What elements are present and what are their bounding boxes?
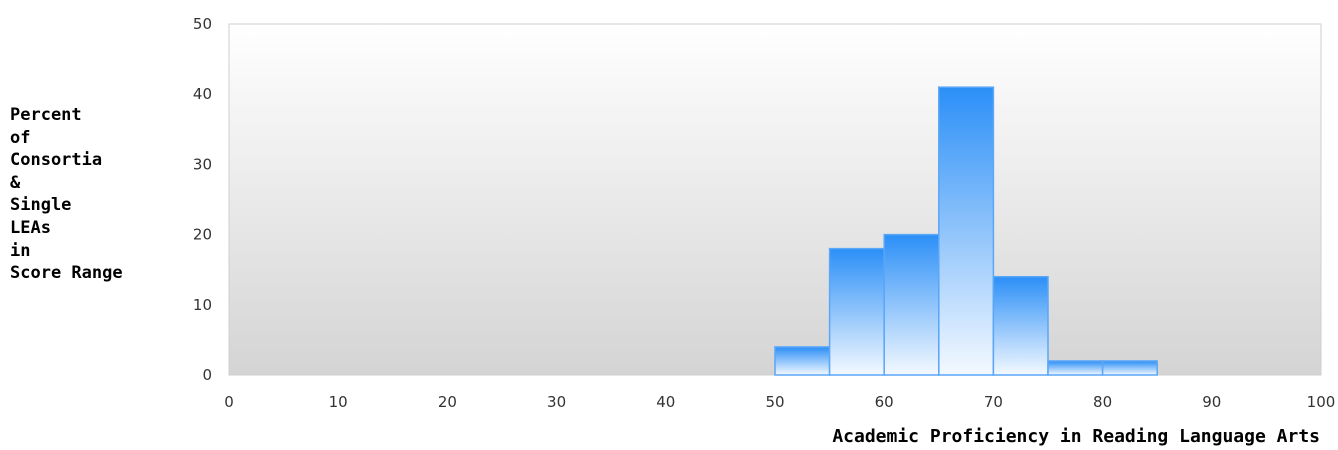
x-tick-label: 80 — [1093, 393, 1112, 411]
y-axis-label-line: of — [10, 127, 31, 148]
histogram-bar — [828, 247, 885, 376]
x-tick-label: 40 — [656, 393, 675, 411]
y-tick-label: 20 — [193, 226, 212, 244]
y-tick-label: 40 — [193, 85, 212, 103]
y-axis-label-line: Score Range — [10, 263, 123, 284]
y-tick-labels: 0 10 20 30 40 50 — [193, 15, 212, 384]
x-tick-label: 60 — [875, 393, 894, 411]
histogram-bar — [883, 233, 940, 376]
y-axis-label-line: Percent — [10, 105, 82, 125]
histogram-bar — [938, 86, 995, 376]
y-axis-label-line: in — [10, 240, 31, 261]
x-tick-label: 10 — [329, 393, 348, 411]
y-tick-label: 50 — [193, 15, 212, 33]
histogram-bar — [1101, 360, 1158, 376]
histogram-bar — [774, 346, 831, 376]
x-tick-label: 50 — [765, 393, 784, 411]
x-tick-label: 100 — [1307, 393, 1336, 411]
x-tick-label: 30 — [547, 393, 566, 411]
y-tick-label: 0 — [202, 366, 212, 384]
plot-area — [228, 23, 1322, 376]
x-tick-label: 20 — [438, 393, 457, 411]
y-axis-label-line: LEAs — [10, 217, 51, 238]
histogram-bar — [1047, 360, 1104, 376]
x-tick-label: 70 — [984, 393, 1003, 411]
x-axis-label: Academic Proficiency in Reading Language… — [832, 426, 1320, 447]
bars-group — [774, 86, 1158, 376]
x-tick-label: 0 — [224, 393, 234, 411]
y-tick-label: 30 — [193, 155, 212, 173]
x-tick-labels: 0 10 20 30 40 50 60 70 80 90 100 — [224, 393, 1335, 411]
y-axis-label-line: Consortia — [10, 150, 103, 171]
histogram-bar — [992, 275, 1049, 376]
y-tick-label: 10 — [193, 296, 212, 314]
x-tick-label: 90 — [1202, 393, 1221, 411]
y-axis-label: Percent of Consortia & Single LEAs in Sc… — [10, 104, 123, 285]
y-axis-label-line: Single — [10, 195, 72, 216]
y-axis-label-line: & — [10, 172, 21, 193]
